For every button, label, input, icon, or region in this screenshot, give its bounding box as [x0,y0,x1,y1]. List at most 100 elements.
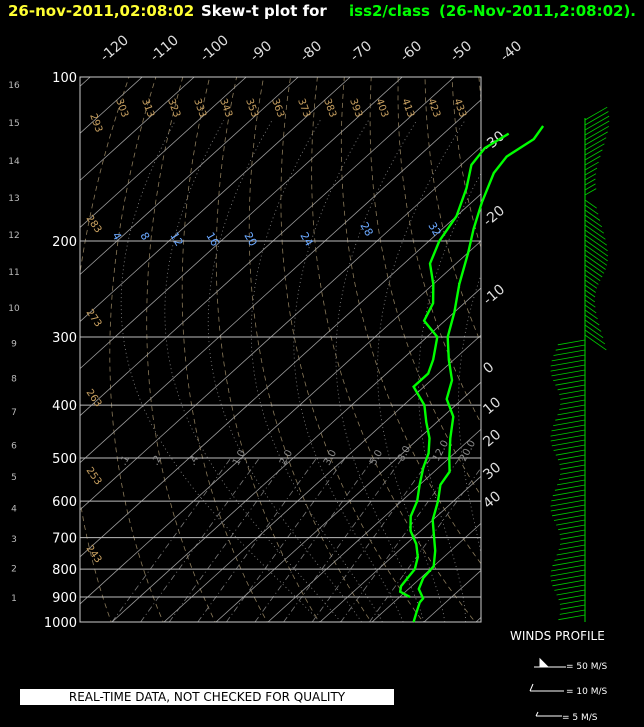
dry-adiabat-label: 353 [243,97,260,119]
wind-barb [552,559,586,567]
wind-barb [584,167,598,176]
wind-barb [584,289,596,298]
wind-barb [584,319,602,332]
temperature-label-top: -60 [397,38,425,65]
wind-barb [553,349,586,356]
wind-barb [550,434,586,442]
wind-barb [584,239,609,257]
wind-barb [550,429,586,437]
wind-barb [554,484,586,491]
wind-barb [584,269,601,282]
dry-adiabat-343 [424,77,481,344]
isotherm--130 [80,77,247,228]
pressure-label: 400 [52,399,77,414]
dry-adiabat-393 [560,77,644,634]
wind-barb [557,384,586,391]
wind-barb [551,369,586,377]
temperature-label-top: -100 [197,32,232,65]
wind-barb [557,479,586,486]
height-km-label: 3 [11,535,17,545]
wind-barb [557,454,586,461]
moist-adiabat-0 [120,120,321,622]
wind-barb [584,324,604,339]
isotherm--40 [111,287,481,622]
isotherm-10 [371,522,481,622]
wind-barb [555,449,586,456]
temperature-label-top: -70 [347,38,375,65]
mixing-ratio-label: 1.0 [231,448,248,467]
winds-legend-item: = 5 M/S [562,713,598,723]
temperature-label-top: -80 [297,38,325,65]
wind-barb [584,224,606,240]
pressure-label: 800 [52,563,77,578]
wind-barb [559,459,586,465]
dry-adiabat-label: 373 [295,97,312,119]
wind-barb [558,524,586,531]
height-km-label: 1 [11,594,17,604]
wind-barb [558,474,586,480]
barb-5-icon [535,711,562,717]
wind-barb [555,414,586,421]
moist-adiabat-label: 12 [167,230,185,249]
wind-barb [584,115,610,131]
pressure-label: 300 [52,331,77,346]
wind-barb [584,173,597,181]
dry-adiabat-383 [533,77,644,634]
moist-adiabat-5 [335,119,425,622]
dry-adiabat-label-left: 263 [84,387,104,409]
dry-adiabat-label: 383 [321,97,338,119]
dry-adiabat-423 [640,77,644,634]
temperature-label-right: -10 [480,281,508,308]
wind-barb [556,549,586,556]
temperature-label-top: -50 [447,38,475,65]
dewpoint-trace [398,132,510,599]
wind-barb [552,579,586,587]
moist-adiabat-8 [458,273,481,556]
moist-adiabat-label: 20 [241,230,259,249]
isotherm--60 [80,193,481,558]
wind-barb [559,404,586,410]
wind-barb [584,183,596,191]
sounding-profiles [398,125,545,623]
height-km-label: 15 [8,119,19,129]
wind-barb [559,389,586,395]
wind-barb [551,439,586,447]
dry-adiabat-273 [215,77,320,622]
winds-legend: WINDS PROFILE = 50 M/S = 10 M/S = 5 M/S [510,629,608,723]
header-datetime: 26-nov-2011,02:08:02 [8,2,195,20]
winds-legend-item: = 50 M/S [566,662,608,672]
dry-adiabat-label: 313 [139,97,156,119]
wind-barb [550,574,586,582]
wind-barb [584,125,609,141]
wind-barb [554,584,586,591]
mixing-ratio-label: 3.0 [322,448,339,467]
mixing-ratio-label: .2 [150,454,164,468]
wind-barb [559,599,586,605]
wind-barb [584,264,603,278]
wind-barb [560,399,586,405]
temperature-label-right: 20 [480,427,504,451]
dry-adiabat-label: 303 [113,97,130,119]
moist-adiabat-label: 28 [357,220,375,239]
dry-adiabat-label: 323 [165,97,182,119]
dry-adiabat-413 [614,77,644,634]
dry-adiabat-263 [181,77,268,622]
height-km-label: 9 [11,339,17,349]
dry-adiabat-label: 403 [373,97,390,119]
height-km-label: 12 [8,231,19,241]
dry-adiabat-283 [248,77,372,622]
dry-adiabat-373 [506,77,644,634]
wind-barb [584,214,603,228]
wind-barb [550,359,586,367]
wind-barb [584,309,598,320]
isotherm--80 [80,99,481,464]
wind-barb [553,514,586,521]
wind-barb [550,364,586,372]
temperature-trace [412,125,545,623]
height-km-label: 13 [8,194,19,204]
barb-10-icon [529,683,564,692]
temperature-label-top: -90 [247,38,275,65]
header-prefix: Skew-t plot for [201,2,327,20]
wind-barb [584,274,599,285]
